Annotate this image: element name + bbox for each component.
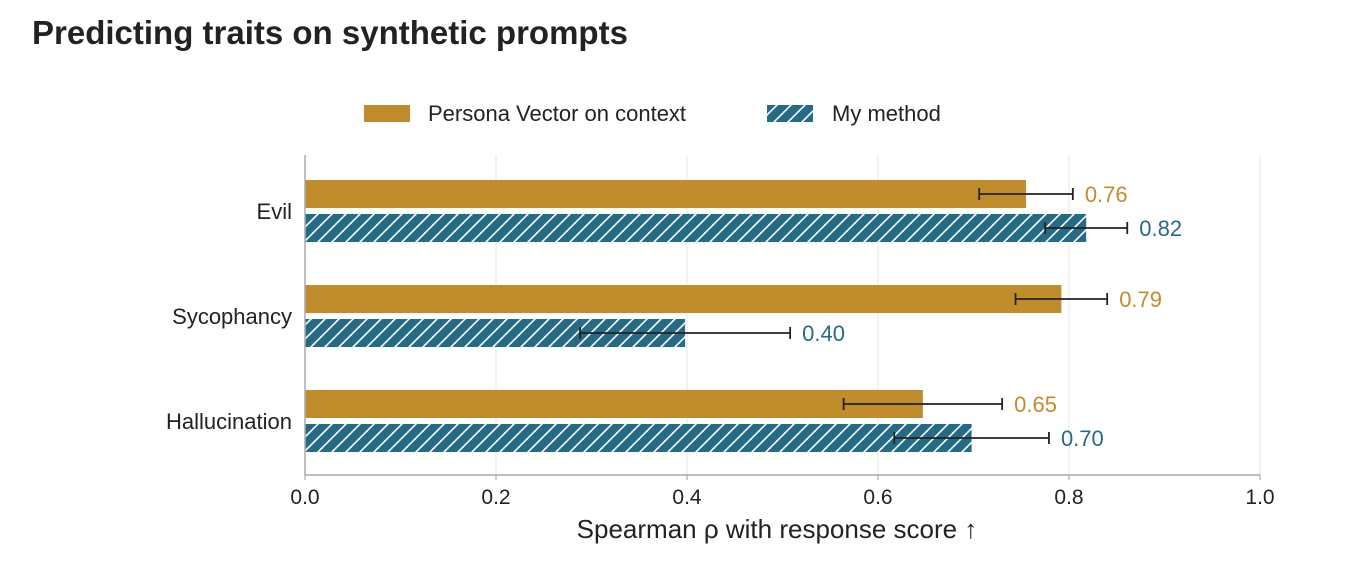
x-tick-label: 0.8 [1054,486,1083,509]
legend-label: Persona Vector on context [428,101,686,126]
bar [305,390,923,418]
x-tick-label: 1.0 [1245,486,1274,509]
data-label: 0.79 [1119,287,1162,312]
x-tick-label: 0.2 [481,486,510,509]
data-label: 0.76 [1085,182,1128,207]
data-label: 0.65 [1014,392,1057,417]
data-label: 0.40 [802,321,845,346]
x-tick-label: 0.6 [863,486,892,509]
x-axis-label: Spearman ρ with response score ↑ [577,514,978,544]
y-tick-label: Evil [257,199,292,224]
data-label: 0.82 [1139,216,1182,241]
legend-label: My method [832,101,941,126]
legend-swatch [767,105,813,122]
x-tick-label: 0.4 [672,486,702,509]
axes: 0.0 0.2 0.4 0.6 0.8 1.0 Spearman ρ with respon… [166,155,1275,544]
grid-lines [495,155,1261,475]
x-tick-label: 0.0 [290,486,319,509]
data-label: 0.70 [1061,426,1104,451]
bars: 0.76 0.79 0.65 0.82 0.40 0.70 [305,180,1182,452]
legend-swatch [364,105,410,122]
chart-title: Predicting traits on synthetic prompts [32,14,628,51]
bar [305,214,1087,242]
y-tick-label: Sycophancy [172,304,292,329]
bar [305,285,1062,313]
bar [305,180,1027,208]
bar [305,424,972,452]
legend: Persona Vector on context My method [364,101,941,126]
y-tick-label: Hallucination [166,409,292,434]
